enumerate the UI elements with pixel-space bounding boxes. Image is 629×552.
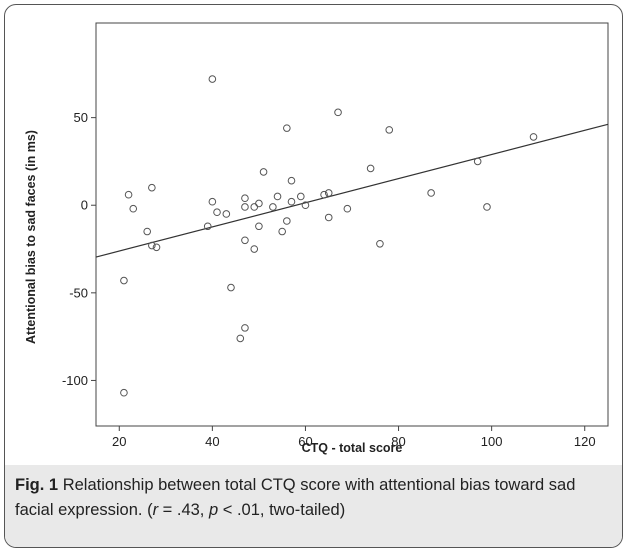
fit-line: [95, 123, 609, 258]
caption: Fig. 1 Relationship between total CTQ sc…: [5, 465, 622, 547]
x-tick-label: 120: [574, 434, 596, 449]
data-point: [283, 217, 291, 225]
x-tick-label: 100: [481, 434, 503, 449]
data-point: [269, 203, 277, 211]
data-point: [324, 213, 333, 222]
data-point: [148, 183, 156, 192]
data-point: [366, 164, 375, 173]
data-point: [241, 324, 249, 332]
data-point: [120, 276, 128, 285]
data-point: [324, 189, 333, 197]
caption-text: r: [152, 501, 159, 519]
data-point: [287, 176, 296, 185]
data-point: [473, 157, 482, 166]
caption-label: Fig. 1: [15, 476, 59, 494]
data-point: [376, 239, 384, 248]
data-point: [287, 197, 296, 206]
data-point: [427, 189, 435, 197]
plot-area: [95, 22, 609, 427]
data-point: [278, 227, 286, 236]
x-axis-label: CTQ - total score: [302, 441, 403, 455]
data-point: [120, 388, 128, 397]
data-point: [297, 192, 305, 201]
caption-text: p: [208, 501, 219, 519]
data-point: [148, 241, 156, 250]
data-point: [283, 124, 291, 132]
data-point: [143, 227, 151, 236]
y-axis-label: Attentional bias to sad faces (in ms): [24, 130, 38, 344]
data-point: [129, 204, 138, 213]
data-point: [213, 208, 221, 217]
data-point: [222, 210, 231, 218]
data-point: [241, 203, 249, 211]
data-point: [259, 168, 268, 176]
data-point: [250, 245, 259, 253]
data-point: [385, 126, 394, 134]
chart: Attentional bias to sad faces (in ms) CT…: [24, 22, 609, 455]
y-tick-label: -100: [62, 373, 88, 388]
y-tick-label: 0: [81, 198, 88, 213]
data-point: [208, 75, 217, 83]
data-point: [208, 197, 217, 206]
data-point: [255, 222, 263, 231]
data-point: [241, 194, 249, 203]
x-tick-label: 40: [205, 434, 219, 449]
data-point: [343, 204, 352, 213]
data-point: [152, 243, 161, 252]
data-point: [124, 190, 133, 199]
y-tick-label: -50: [69, 285, 88, 300]
data-point: [529, 133, 538, 141]
y-tick-label: 50: [74, 110, 88, 125]
figure-frame: Attentional bias to sad faces (in ms) CT…: [4, 4, 623, 548]
data-point: [203, 222, 212, 231]
data-point: [273, 192, 282, 201]
x-tick-label: 60: [298, 434, 312, 449]
data-point: [483, 203, 491, 211]
data-point: [255, 199, 263, 208]
data-point: [334, 108, 342, 117]
caption-text: Relationship between total CTQ score wit…: [15, 476, 576, 519]
data-point: [227, 283, 235, 292]
data-point: [320, 190, 328, 199]
x-tick-label: 80: [391, 434, 405, 449]
data-point: [236, 334, 245, 343]
x-tick-label: 20: [112, 434, 126, 449]
caption-text: < .01, two-tailed): [218, 501, 346, 519]
data-point: [241, 236, 249, 245]
caption-text: = .43,: [158, 501, 209, 519]
data-point: [301, 201, 310, 210]
